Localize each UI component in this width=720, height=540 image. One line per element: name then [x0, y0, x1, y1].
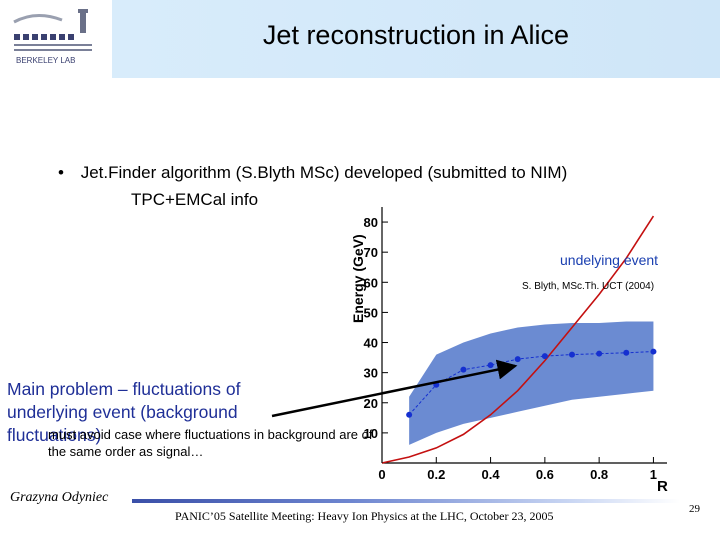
- slide-title: Jet reconstruction in Alice: [262, 20, 570, 50]
- energy-vs-r-chart: 10 20 30 40 50 60 70 80 0 0.2 0.4 0.6 0.8 1 Energy (G…: [350, 207, 668, 495]
- chart-series: [381, 215, 657, 464]
- must-avoid-text: must avoid case where fluctuations in ba…: [48, 427, 373, 459]
- bullet-text: Jet.Finder algorithm (S.Blyth MSc) devel…: [80, 163, 568, 182]
- logo-text: BERKELEY LAB: [16, 56, 75, 65]
- author-name: Grazyna Odyniec: [10, 490, 109, 505]
- header-bar: BERKELEY LAB Jet reconstruction in Alice: [0, 0, 720, 78]
- band-area: [409, 321, 654, 445]
- bullet-subline: TPC+EMCal info: [131, 190, 259, 209]
- y-tick-label: 20: [364, 396, 378, 411]
- blue-series-line: [408, 351, 654, 416]
- main-problem-text: Main problem – fluctuations of underlyin…: [7, 379, 241, 445]
- blue-series-point: [596, 350, 603, 357]
- x-tick-label: 0.6: [536, 467, 554, 482]
- blue-series-point: [487, 362, 494, 369]
- x-tick-label: 0: [378, 467, 385, 482]
- blue-series-point: [460, 366, 467, 373]
- reference-label: S. Blyth, MSc.Th. UCT (2004): [522, 281, 655, 292]
- y-tick-label: 40: [364, 336, 378, 351]
- y-tick-label: 30: [364, 366, 378, 381]
- y-tick-label: 50: [364, 305, 378, 320]
- berkeley-lab-logo: BERKELEY LAB: [13, 9, 92, 65]
- y-tick-label: 10: [364, 426, 378, 441]
- footer-conference: PANIC’05 Satellite Meeting: Heavy Ion Ph…: [175, 509, 554, 523]
- x-tick-label: 0.2: [427, 467, 445, 482]
- bullet-symbol: •: [58, 163, 64, 182]
- x-tick-label: 1: [650, 467, 657, 482]
- chart-axes: [381, 207, 667, 464]
- y-tick-label: 80: [364, 215, 378, 230]
- underlying-event-label: undelying event: [560, 252, 659, 268]
- y-tick-label: 70: [364, 245, 378, 260]
- fluctuation-band: [409, 321, 654, 445]
- chart-ticks: 10 20 30 40 50 60 70 80 0 0.2 0.4 0.6 0.8 1: [364, 215, 658, 482]
- blue-series-point: [623, 349, 630, 356]
- blue-series-point: [541, 353, 548, 360]
- x-tick-label: 0.4: [482, 467, 501, 482]
- blue-series-point: [650, 348, 657, 355]
- x-axis-label: R: [657, 478, 668, 495]
- red-series-line: [381, 215, 655, 464]
- blue-series-point: [406, 411, 413, 418]
- y-axis-label: Energy (GeV): [350, 234, 366, 323]
- x-tick-label: 0.8: [590, 467, 608, 482]
- blue-series-point: [569, 351, 575, 358]
- bullet-item: • Jet.Finder algorithm (S.Blyth MSc) dev…: [58, 163, 567, 183]
- page-number: 29: [689, 503, 700, 515]
- y-tick-label: 60: [364, 275, 378, 290]
- footer-divider: [132, 499, 680, 503]
